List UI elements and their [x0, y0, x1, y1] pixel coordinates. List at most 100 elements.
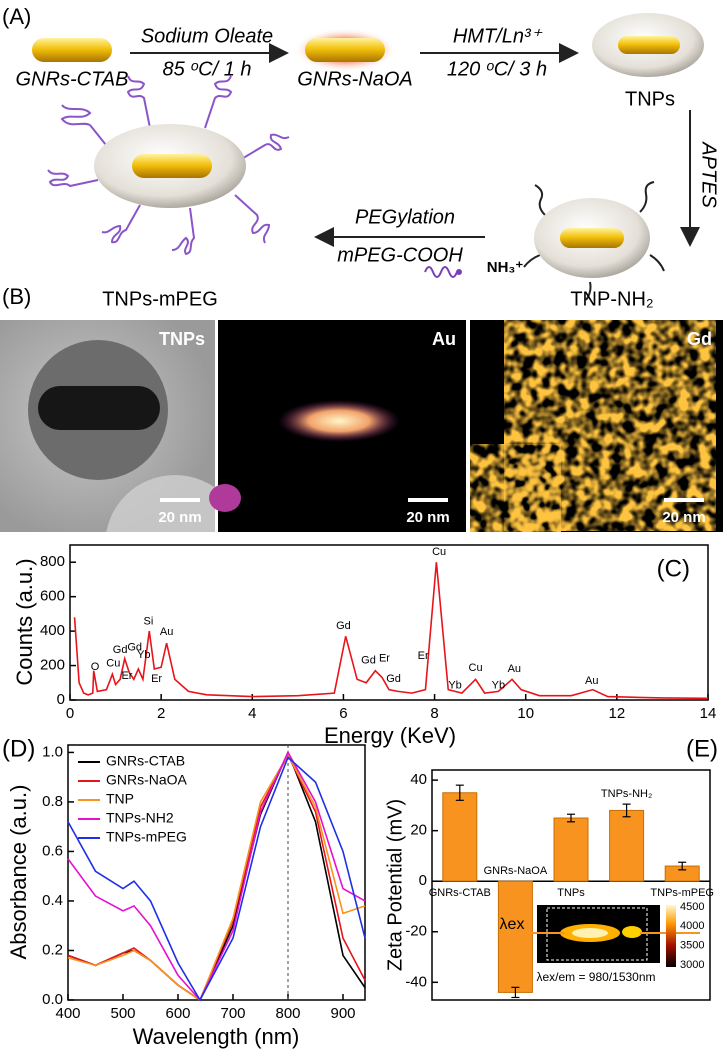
- y-tick-label: 1.0: [42, 743, 63, 760]
- x-tick-label: 700: [220, 1005, 245, 1022]
- panel-label: (E): [686, 735, 718, 762]
- peak-label: Gd: [336, 620, 351, 632]
- peak-label: Er: [151, 673, 162, 685]
- panel-label: (D): [2, 735, 35, 762]
- y-axis-label: Counts (a.u.): [12, 558, 37, 685]
- bar: [553, 817, 589, 882]
- inset-caption: λex/em = 980/1530nm: [536, 970, 655, 984]
- colorbar-tick-label: 4500: [680, 901, 704, 913]
- peak-label: Er: [121, 670, 132, 682]
- peak-label: Yb: [448, 679, 461, 691]
- panel-label: (A): [2, 4, 31, 29]
- peak-label: Gd: [127, 641, 142, 653]
- panel-label: (B): [2, 284, 31, 309]
- y-axis-label: Zeta Potential (mV): [384, 799, 406, 971]
- peak-label: Au: [508, 663, 521, 675]
- peak-label: O: [91, 661, 100, 673]
- peak-label: Cu: [469, 662, 483, 674]
- legend-label: TNPs-NH2: [106, 810, 174, 826]
- x-axis-label: Energy (KeV): [324, 723, 456, 748]
- plot-frame: [67, 744, 366, 1001]
- image-title: Gd: [687, 329, 712, 349]
- inset-label: λex: [500, 916, 525, 933]
- x-tick-label: 0: [66, 705, 74, 722]
- y-tick-label: 0: [419, 872, 427, 889]
- bar: [497, 880, 533, 993]
- data-line: [73, 562, 709, 700]
- tem-image: [0, 320, 215, 532]
- plot-frame: [431, 769, 711, 1001]
- peak-label: Er: [418, 650, 429, 662]
- y-tick-label: -20: [405, 923, 427, 940]
- y-tick-label: 0.2: [42, 941, 63, 958]
- peg-chains: [47, 75, 290, 256]
- bar: [609, 809, 645, 882]
- x-axis-label: Wavelength (nm): [133, 1024, 300, 1049]
- x-tick-label: 12: [609, 705, 626, 722]
- y-tick-label: -40: [405, 973, 427, 990]
- peak-label: Cu: [106, 658, 120, 670]
- inset-signal: [572, 928, 608, 938]
- category-label: TNPs-mPEG: [650, 887, 714, 899]
- y-axis-label: Absorbance (a.u.): [6, 785, 31, 960]
- label: PEGylation: [355, 206, 455, 228]
- label: 85 ᵒC/ 1 h: [162, 58, 251, 80]
- x-tick-label: 800: [275, 1005, 300, 1022]
- colorbar-tick-label: 3000: [680, 959, 704, 971]
- au-signal: [209, 484, 241, 512]
- inset-signal: [622, 926, 642, 938]
- category-label: TNPs-NH₂: [601, 788, 652, 800]
- label: TNPs: [625, 88, 675, 110]
- image-title: Au: [432, 329, 456, 349]
- bar: [442, 792, 478, 882]
- y-tick-label: 0.8: [42, 793, 63, 810]
- legend-label: TNP: [106, 791, 134, 807]
- gold-rod: [305, 38, 385, 62]
- amine-chains: [523, 181, 665, 301]
- y-tick-label: 40: [410, 771, 427, 788]
- y-tick-label: 0.0: [42, 991, 63, 1008]
- category-label: TNPs: [557, 887, 585, 899]
- peak-label: Gd: [113, 644, 128, 656]
- label: NH₃⁺: [487, 259, 524, 276]
- peak-label: Er: [379, 653, 390, 665]
- peak-label: Yb: [137, 649, 150, 661]
- label: mPEG-COOH: [337, 244, 463, 266]
- peak-label: Gd: [386, 673, 401, 685]
- gold-rod: [618, 36, 680, 54]
- y-tick-label: 0.6: [42, 842, 63, 859]
- label: APTES: [698, 141, 720, 208]
- scale-label: 20 nm: [158, 509, 201, 526]
- peak-label: Au: [160, 626, 173, 638]
- legend-label: TNPs-mPEG: [106, 829, 187, 845]
- gd-signal: [470, 337, 698, 532]
- image-title: TNPs: [159, 329, 205, 349]
- gold-rod: [132, 154, 212, 178]
- peak-label: Cu: [432, 546, 446, 558]
- y-tick-label: 20: [410, 822, 427, 839]
- y-tick-label: 400: [40, 622, 65, 639]
- gold-rod: [32, 38, 112, 62]
- label: HMT/Ln³⁺: [453, 25, 543, 47]
- colorbar-tick-label: 4000: [680, 920, 704, 932]
- gold-rod: [560, 228, 624, 248]
- colorbar: [666, 905, 676, 967]
- label: Sodium Oleate: [141, 25, 273, 47]
- x-tick-label: 8: [430, 705, 438, 722]
- charts: (C)Energy (KeV)Counts (a.u.)020040060080…: [2, 544, 718, 1049]
- x-tick-label: 14: [700, 705, 717, 722]
- peak-label: Au: [585, 675, 598, 687]
- x-tick-label: 10: [517, 705, 534, 722]
- legend-label: GNRs-NaOA: [106, 772, 188, 788]
- au-signal: [278, 400, 400, 442]
- peak-label: Gd: [361, 654, 376, 666]
- x-tick-label: 6: [339, 705, 347, 722]
- peak-label: Yb: [492, 679, 505, 691]
- label: TNPs-mPEG: [102, 288, 218, 310]
- colorbar-tick-label: 3500: [680, 940, 704, 952]
- x-tick-label: 2: [157, 705, 165, 722]
- peg-chain: [424, 266, 458, 278]
- data-line: [67, 750, 366, 1002]
- y-tick-label: 600: [40, 588, 65, 605]
